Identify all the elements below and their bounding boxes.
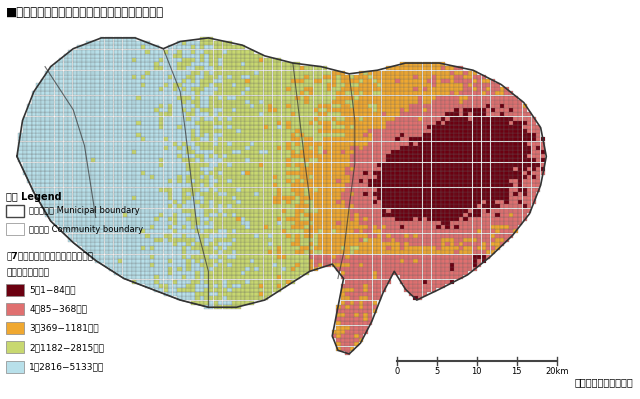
Text: 3（369−1181位）: 3（369−1181位） bbox=[29, 324, 99, 333]
Text: 総合危険度ランク: 総合危険度ランク bbox=[6, 268, 49, 277]
Text: 1（2816−5133位）: 1（2816−5133位） bbox=[29, 362, 105, 371]
Text: 出典：東京都市整備局: 出典：東京都市整備局 bbox=[575, 377, 634, 387]
Text: 凡例 Legend: 凡例 Legend bbox=[6, 192, 62, 201]
Text: 4（85−368位）: 4（85−368位） bbox=[29, 304, 88, 314]
Text: 0: 0 bbox=[394, 367, 399, 376]
Text: 5（1−84位）: 5（1−84位） bbox=[29, 285, 76, 294]
Polygon shape bbox=[17, 38, 547, 354]
Text: 第7回災害時活動困難度を考慮した: 第7回災害時活動困難度を考慮した bbox=[6, 251, 93, 260]
Text: 市区町村界 Municipal boundary: 市区町村界 Municipal boundary bbox=[29, 206, 140, 215]
Text: 5: 5 bbox=[434, 367, 440, 376]
Text: 10: 10 bbox=[472, 367, 482, 376]
Text: 15: 15 bbox=[511, 367, 522, 376]
Text: 2（1182−2815位）: 2（1182−2815位） bbox=[29, 343, 104, 352]
Text: 町丁目界 Community boundary: 町丁目界 Community boundary bbox=[29, 225, 143, 234]
Text: ■災害時活動困難度を考慮した火災危険度ランク: ■災害時活動困難度を考慮した火災危険度ランク bbox=[6, 6, 164, 19]
Text: 20km: 20km bbox=[545, 367, 568, 376]
